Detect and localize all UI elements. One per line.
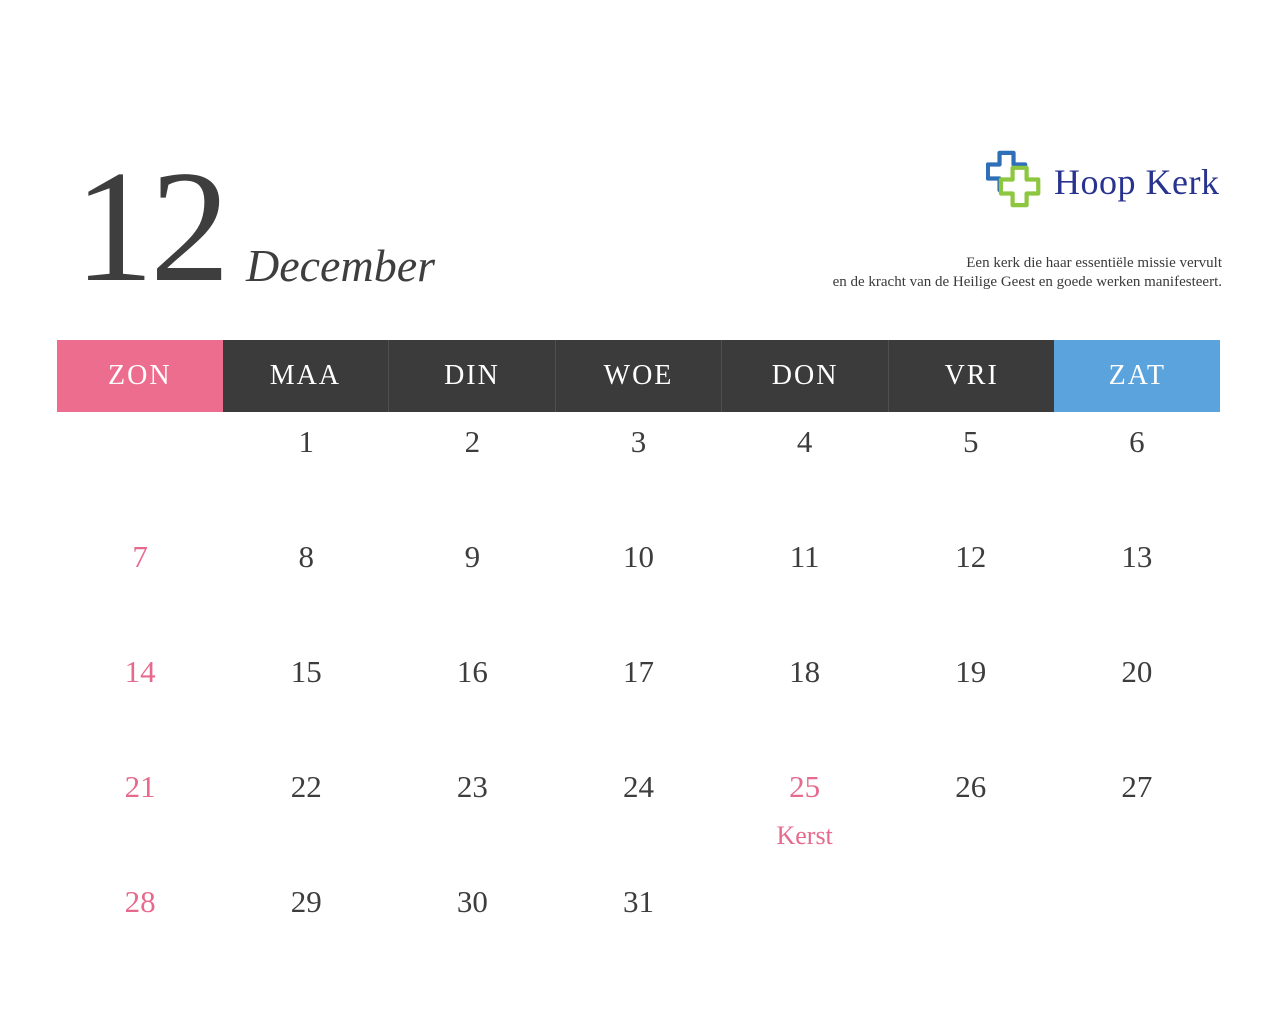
holiday-label: Kerst	[776, 821, 833, 850]
day-number: 1	[298, 424, 314, 459]
day-cell-20: 20	[1054, 642, 1220, 757]
day-number: 27	[1121, 769, 1153, 804]
day-number: 20	[1121, 654, 1153, 689]
day-cell-22: 22	[223, 757, 389, 872]
day-number: 13	[1121, 539, 1153, 574]
day-cell-12: 12	[888, 527, 1054, 642]
weekday-header-don: DON	[721, 340, 888, 412]
day-number: 11	[789, 539, 820, 574]
day-number: 5	[963, 424, 979, 459]
brand-tagline-line1: Een kerk die haar essentiële missie verv…	[966, 255, 1222, 271]
day-number: 17	[622, 654, 654, 689]
day-cell-16: 16	[389, 642, 555, 757]
day-cell-18: 18	[722, 642, 888, 757]
day-cell-13: 13	[1054, 527, 1220, 642]
day-number: 28	[124, 884, 156, 919]
day-cell-empty	[57, 412, 223, 527]
day-cell-31: 31	[555, 872, 721, 987]
day-cell-21: 21	[57, 757, 223, 872]
day-cell-25: 25 Kerst	[722, 757, 888, 872]
weekday-header-row: ZON MAA DIN WOE DON VRI ZAT	[57, 340, 1221, 412]
day-number: 22	[290, 769, 322, 804]
day-cell-4: 4	[722, 412, 888, 527]
day-cell-3: 3	[555, 412, 721, 527]
green-cross-icon	[998, 165, 1041, 208]
day-number: 4	[796, 424, 813, 459]
day-number: 26	[955, 769, 987, 804]
day-cell-empty	[1054, 872, 1220, 987]
day-cell-24: 24	[555, 757, 721, 872]
day-number: 18	[789, 654, 821, 689]
day-cell-8: 8	[223, 527, 389, 642]
weekday-header-woe: WOE	[554, 340, 722, 412]
day-number: 15	[290, 654, 322, 689]
weekday-header-zat: ZAT	[1054, 340, 1221, 412]
day-cell-11: 11	[722, 527, 888, 642]
day-cell-2: 2	[389, 412, 555, 527]
day-number: 8	[298, 539, 314, 574]
day-cell-9: 9	[389, 527, 555, 642]
day-number: 6	[1129, 424, 1145, 459]
interlocked-crosses-logo-icon	[985, 148, 1042, 215]
brand-tagline: Een kerk die haar essentiële missie verv…	[833, 254, 1222, 292]
weekday-header-zon: ZON	[57, 340, 223, 412]
day-cell-30: 30	[389, 872, 555, 987]
brand-block: Hoop Kerk	[985, 148, 1220, 215]
day-number: 9	[464, 539, 481, 574]
day-cell-17: 17	[555, 642, 721, 757]
day-cell-empty	[888, 872, 1054, 987]
day-cell-10: 10	[555, 527, 721, 642]
brand-tagline-line2: en de kracht van de Heilige Geest en goe…	[832, 274, 1222, 290]
day-cell-19: 19	[888, 642, 1054, 757]
day-cell-6: 6	[1054, 412, 1220, 527]
day-number: 21	[124, 769, 156, 804]
day-number: 2	[464, 424, 481, 459]
day-number: 7	[132, 539, 148, 574]
day-cell-1: 1	[223, 412, 389, 527]
day-number: 19	[955, 654, 987, 689]
weekday-header-maa: MAA	[222, 340, 389, 412]
day-number: 25	[789, 769, 821, 804]
day-number: 30	[456, 884, 488, 919]
brand-name: Hoop Kerk	[1054, 161, 1220, 202]
day-number: 23	[456, 769, 488, 804]
day-number: 12	[955, 539, 987, 574]
day-cell-23: 23	[389, 757, 555, 872]
day-number: 14	[124, 654, 156, 689]
day-cell-28: 28	[57, 872, 223, 987]
day-grid: 1 2 3 4 5 6 7 8 9 10 11 12 13 14 15 16 17 18 19 20 21 22 23 24 2…	[57, 412, 1220, 987]
day-number: 3	[630, 424, 647, 459]
month-name: December	[246, 240, 436, 291]
day-number: 31	[622, 884, 654, 919]
day-cell-7: 7	[57, 527, 223, 642]
day-cell-5: 5	[888, 412, 1054, 527]
weekday-header-din: DIN	[388, 340, 555, 412]
day-cell-empty	[722, 872, 888, 987]
day-number: 10	[622, 539, 654, 574]
month-number: 12	[74, 137, 230, 315]
day-cell-15: 15	[223, 642, 389, 757]
day-cell-27: 27	[1054, 757, 1220, 872]
day-number: 24	[622, 769, 654, 804]
day-number: 29	[290, 884, 322, 919]
day-cell-26: 26	[888, 757, 1054, 872]
day-cell-14: 14	[57, 642, 223, 757]
day-cell-29: 29	[223, 872, 389, 987]
weekday-header-vri: VRI	[887, 340, 1055, 412]
day-number: 16	[456, 654, 488, 689]
